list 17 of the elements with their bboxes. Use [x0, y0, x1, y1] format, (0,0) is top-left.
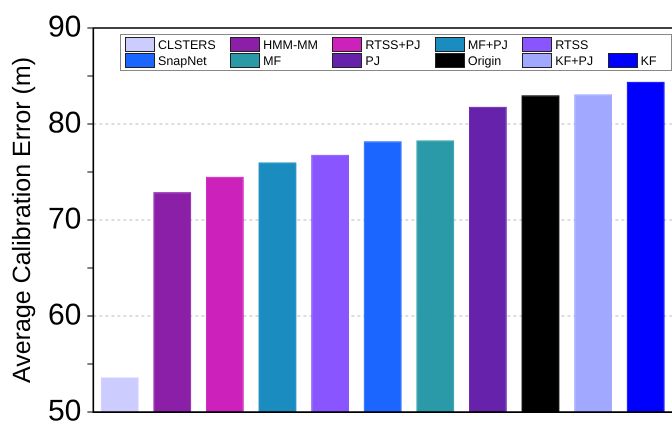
- legend-label: RTSS+PJ: [365, 38, 420, 52]
- y-tick-label: 70: [48, 202, 82, 236]
- legend-label: HMM-MM: [263, 38, 318, 52]
- y-tick-label: 50: [48, 394, 82, 428]
- y-tick-label: 90: [48, 10, 82, 44]
- legend-label: SnapNet: [158, 54, 207, 68]
- legend-label: MF: [263, 54, 282, 68]
- y-tick-label: 60: [48, 298, 82, 332]
- legend-label: PJ: [365, 54, 380, 68]
- legend-label: KF: [640, 54, 657, 68]
- y-tick-label: 80: [48, 106, 82, 140]
- legend-label: KF+PJ: [555, 54, 594, 68]
- y-axis-title: Average Calibration Error (m): [8, 56, 36, 384]
- legend-label: Origin: [468, 54, 502, 68]
- legend-label: CLSTERS: [158, 38, 216, 52]
- legend-label: MF+PJ: [468, 38, 508, 52]
- legend-label: RTSS: [555, 38, 588, 52]
